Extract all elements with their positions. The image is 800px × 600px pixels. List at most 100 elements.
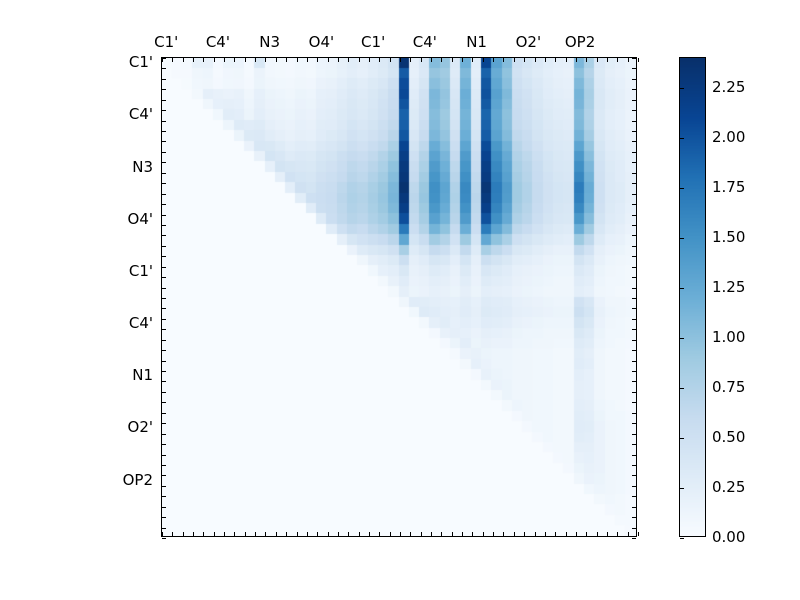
x-tick — [420, 58, 422, 62]
x-tick — [327, 532, 329, 536]
y-tick-label: N3 — [132, 157, 153, 176]
y-tick — [632, 423, 636, 425]
y-tick — [162, 381, 166, 383]
y-tick — [162, 339, 166, 341]
colorbar-tick — [680, 188, 684, 189]
y-tick — [162, 183, 166, 185]
colorbar-tick-label: 0.50 — [712, 428, 746, 446]
y-tick — [632, 329, 636, 331]
x-tick — [462, 532, 464, 536]
x-tick — [596, 58, 598, 62]
y-tick — [632, 381, 636, 383]
y-tick — [632, 298, 636, 299]
y-tick — [162, 298, 166, 299]
y-tick — [162, 538, 166, 539]
x-tick-label: C4' — [205, 33, 230, 51]
y-tick — [632, 58, 636, 59]
y-tick — [162, 277, 166, 279]
x-tick — [503, 532, 505, 536]
colorbar-tick — [680, 238, 684, 239]
colorbar-tick-label: 1.00 — [712, 328, 746, 346]
x-tick — [234, 532, 236, 536]
y-tick — [632, 204, 636, 206]
x-tick — [596, 532, 598, 536]
x-tick — [265, 58, 267, 62]
y-tick — [162, 151, 166, 153]
y-tick — [632, 110, 636, 112]
x-tick-label: C1' — [361, 33, 386, 51]
x-tick — [606, 532, 608, 536]
heatmap-plot-area — [161, 57, 639, 539]
y-tick-label: C4' — [128, 105, 153, 124]
x-tick — [586, 58, 588, 62]
y-tick — [632, 99, 636, 101]
x-tick — [255, 58, 257, 62]
y-tick — [162, 287, 166, 289]
y-tick — [162, 402, 166, 404]
x-tick — [193, 532, 195, 536]
x-tick-label: C4' — [412, 33, 437, 51]
colorbar-tick-label: 1.75 — [712, 178, 746, 196]
y-tick — [162, 475, 166, 477]
x-tick — [617, 532, 619, 536]
y-tick — [162, 423, 166, 425]
x-tick — [255, 532, 257, 536]
y-tick — [632, 402, 636, 404]
y-tick — [162, 224, 166, 226]
y-tick — [632, 360, 636, 362]
y-tick — [162, 110, 166, 112]
y-tick — [632, 151, 636, 153]
y-tick — [632, 183, 636, 185]
y-tick — [162, 245, 166, 247]
x-tick — [617, 58, 619, 62]
y-tick — [632, 538, 636, 539]
y-tick — [162, 391, 166, 393]
x-tick-label: O4' — [308, 33, 335, 51]
x-tick — [431, 532, 433, 536]
x-tick — [337, 532, 339, 536]
y-tick-label: N1 — [132, 366, 153, 385]
y-tick — [162, 89, 166, 91]
x-tick — [213, 58, 215, 62]
x-tick — [234, 58, 236, 62]
x-tick — [534, 532, 536, 536]
x-tick — [379, 58, 381, 62]
x-tick — [348, 58, 350, 62]
x-tick — [203, 58, 205, 62]
x-tick — [493, 58, 495, 62]
x-tick — [544, 58, 546, 62]
y-tick — [632, 78, 636, 80]
x-tick — [513, 532, 515, 536]
x-tick — [244, 58, 246, 62]
x-tick — [420, 532, 422, 536]
x-tick — [524, 532, 526, 536]
y-tick — [162, 266, 166, 268]
x-tick — [172, 58, 174, 62]
y-tick — [162, 68, 166, 70]
y-tick — [162, 141, 166, 143]
x-tick — [441, 58, 443, 62]
x-tick — [524, 58, 526, 62]
x-tick — [451, 58, 453, 62]
x-tick — [203, 532, 205, 536]
colorbar-tick — [680, 488, 684, 489]
x-tick — [193, 58, 195, 62]
x-tick — [482, 532, 484, 536]
x-tick — [358, 532, 360, 536]
x-tick — [544, 532, 546, 536]
x-tick — [296, 532, 298, 536]
x-tick — [275, 532, 277, 536]
colorbar-tick — [680, 88, 684, 89]
y-tick — [162, 318, 166, 320]
y-tick — [162, 58, 166, 59]
x-tick — [472, 58, 474, 62]
y-tick — [162, 120, 166, 122]
colorbar-tick-label: 0.25 — [712, 478, 746, 496]
x-tick — [606, 58, 608, 62]
y-tick — [162, 350, 166, 352]
x-tick — [213, 532, 215, 536]
y-tick-label: O4' — [127, 209, 153, 228]
y-tick-label: C1' — [128, 53, 153, 72]
y-tick — [632, 131, 636, 133]
x-tick — [162, 532, 163, 536]
